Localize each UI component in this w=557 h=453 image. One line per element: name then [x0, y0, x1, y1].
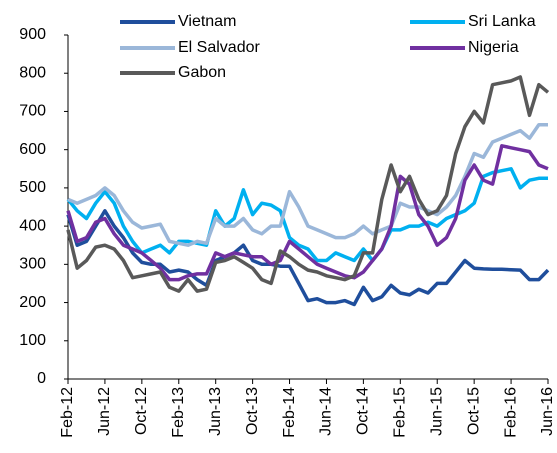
x-tick-label: Feb-13 — [170, 387, 187, 438]
x-tick-label: Oct-14 — [355, 387, 372, 435]
x-tick-label: Jun-12 — [96, 387, 113, 436]
x-tick-label: Feb-16 — [502, 387, 519, 438]
y-tick-label: 500 — [19, 179, 46, 196]
x-tick-label: Feb-15 — [392, 387, 409, 438]
series-line — [67, 123, 548, 247]
series-line — [66, 144, 549, 282]
series-line — [66, 209, 550, 307]
x-tick-label: Feb-12 — [59, 387, 76, 438]
legend-label: Vietnam — [178, 13, 236, 30]
y-tick-label: 100 — [19, 332, 46, 349]
legend-label: Sri Lanka — [468, 13, 536, 30]
x-tick-label: Oct-13 — [244, 387, 261, 435]
legend-label: El Salvador — [178, 39, 260, 56]
y-tick-label: 900 — [19, 26, 46, 43]
y-tick-label: 600 — [19, 141, 46, 158]
legend-label: Nigeria — [468, 39, 519, 56]
y-tick-label: 700 — [19, 103, 46, 120]
x-tick-label: Jun-16 — [539, 387, 556, 436]
x-tick-label: Feb-14 — [281, 387, 298, 438]
x-tick-label: Jun-15 — [428, 387, 445, 436]
series-line — [66, 167, 548, 263]
x-tick-label: Jun-14 — [318, 387, 335, 436]
y-tick-label: 300 — [19, 256, 46, 273]
series-line — [66, 75, 550, 293]
x-tick-label: Oct-15 — [465, 387, 482, 435]
y-tick-label: 800 — [19, 64, 46, 81]
x-tick-label: Oct-12 — [133, 387, 150, 435]
x-tick-label: Jun-13 — [207, 387, 224, 436]
y-tick-label: 400 — [19, 217, 46, 234]
y-tick-label: 200 — [19, 294, 46, 311]
legend-label: Gabon — [178, 64, 226, 81]
y-tick-label: 0 — [37, 370, 46, 387]
